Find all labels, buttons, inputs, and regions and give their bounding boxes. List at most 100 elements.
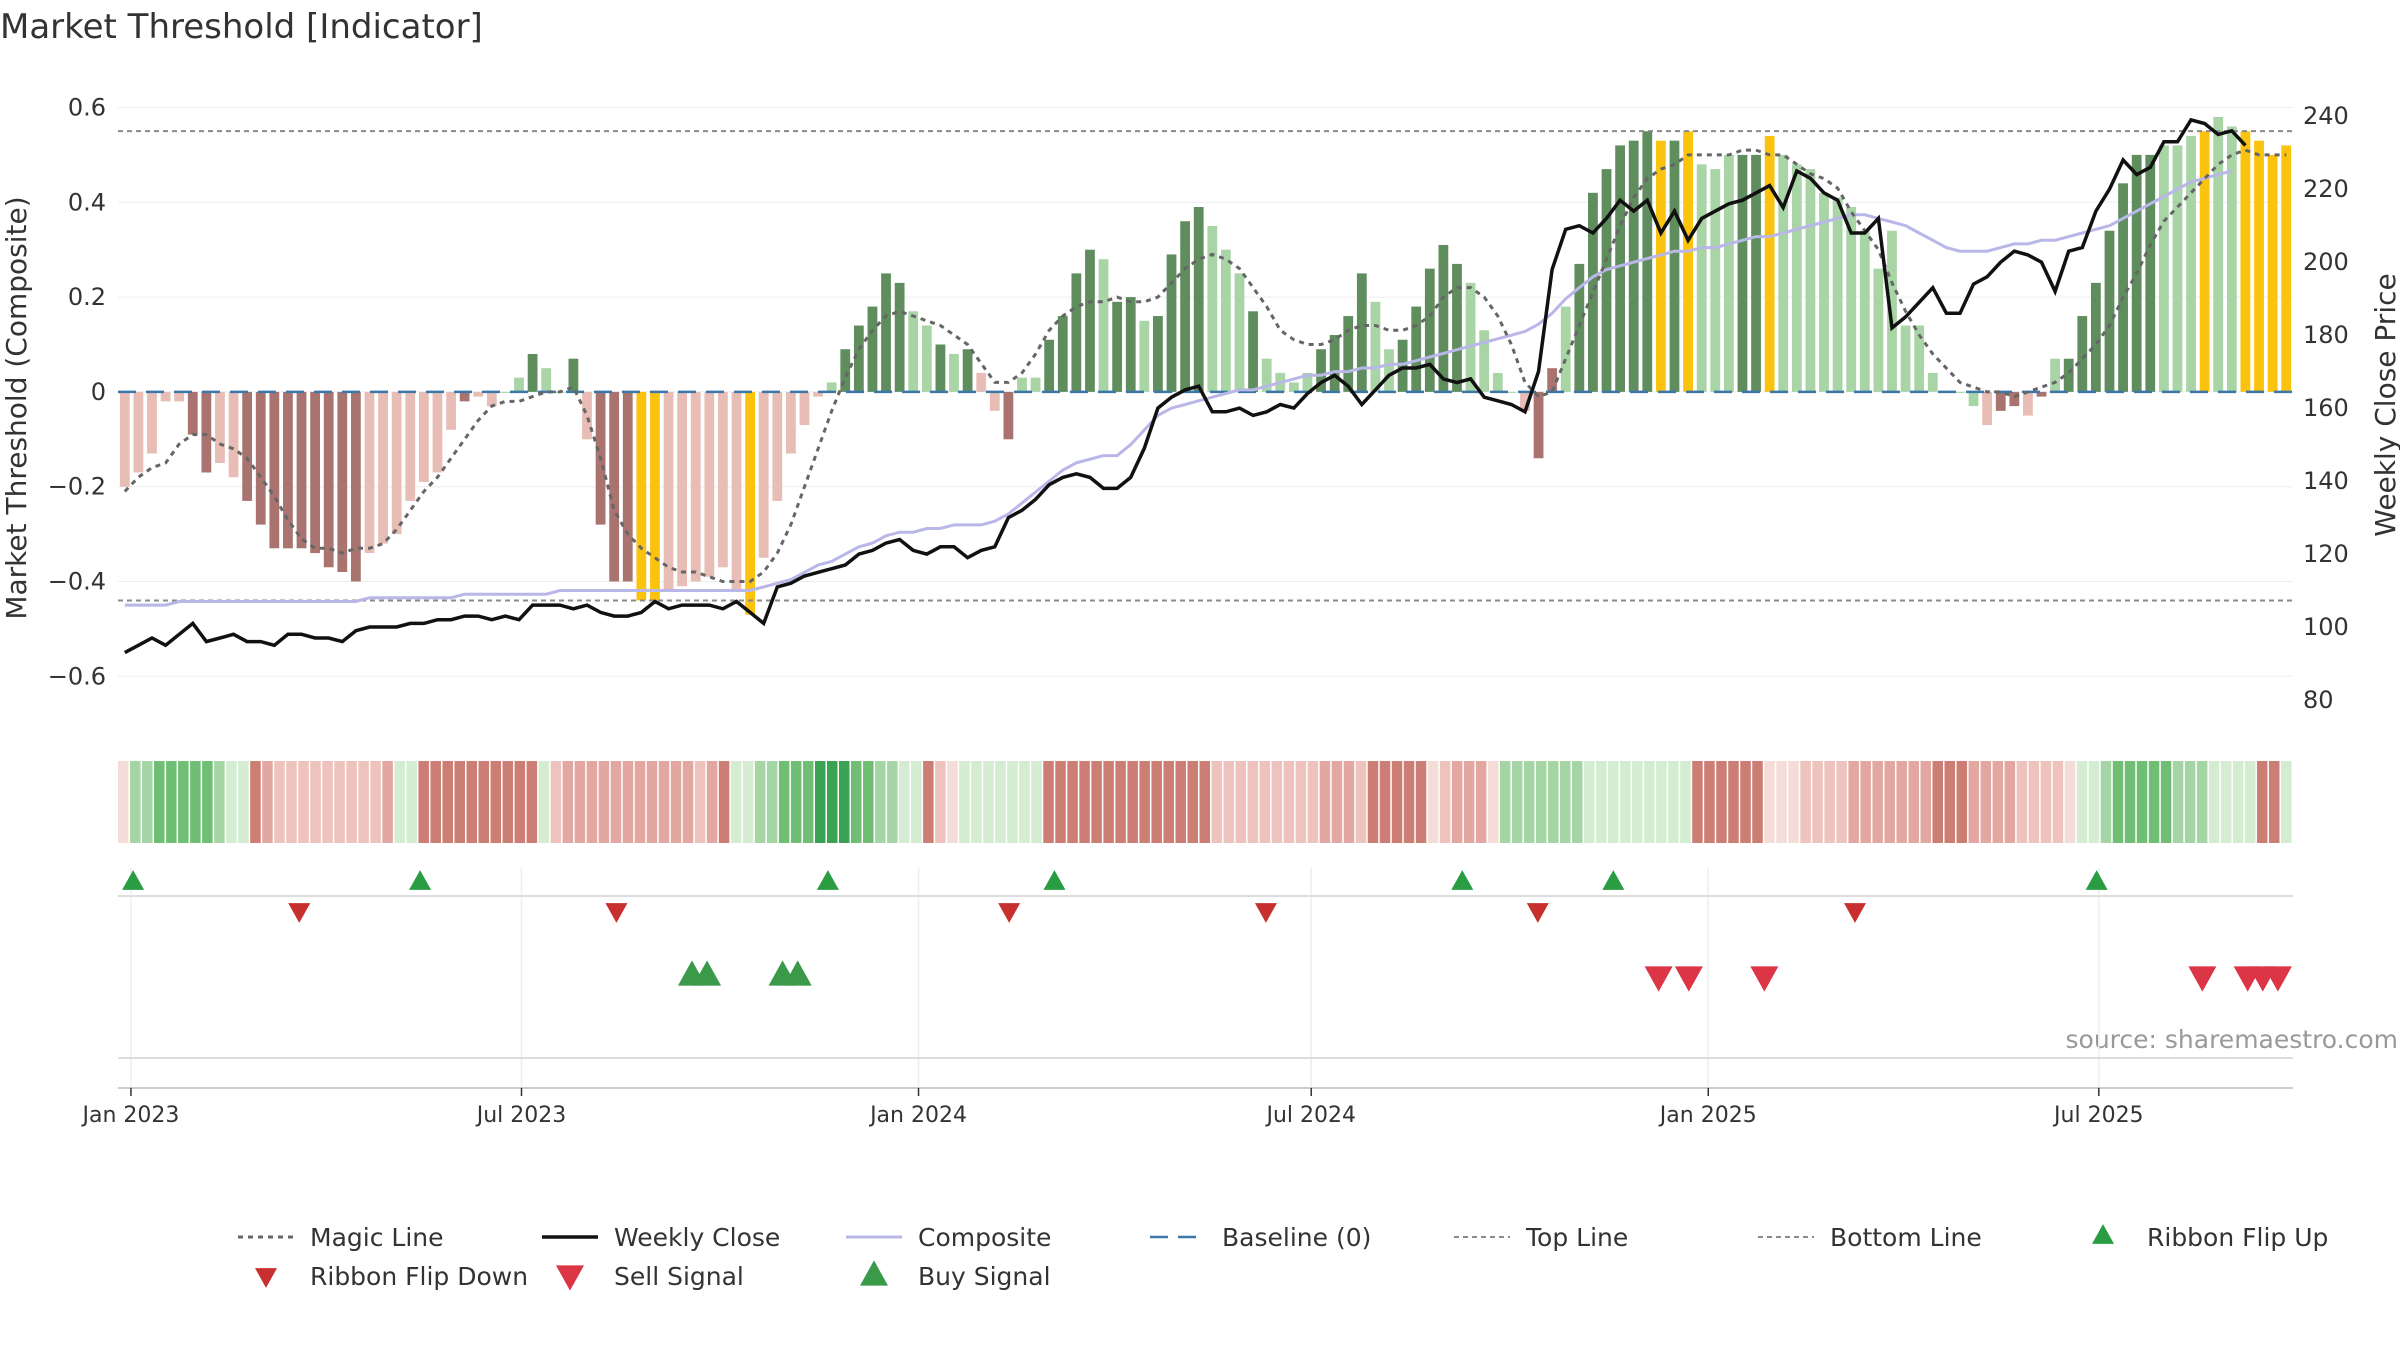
ribbon-cell — [971, 761, 982, 843]
composite-bar — [2240, 131, 2251, 392]
composite-bar — [1248, 311, 1258, 392]
composite-bar — [1438, 244, 1449, 392]
composite-bar — [1452, 263, 1462, 392]
composite-bar — [500, 391, 511, 393]
composite-bar — [1615, 145, 1626, 392]
y-left-tick-label: −0.2 — [48, 473, 106, 501]
ribbon-cell — [1247, 761, 1259, 843]
composite-bar — [704, 391, 715, 577]
ribbon-cell — [790, 761, 802, 843]
ribbon-cell — [1475, 761, 1487, 843]
composite-bar — [1696, 164, 1707, 392]
sell-signal-marker — [1644, 966, 1673, 992]
ribbon-cell — [1127, 761, 1138, 843]
ribbon-cell — [574, 761, 586, 843]
composite-bar — [949, 353, 959, 392]
composite-bar — [147, 391, 157, 454]
ribbon-cell — [550, 761, 562, 843]
composite-bar — [1778, 154, 1789, 392]
composite-bar — [1669, 140, 1680, 392]
composite-bar — [1520, 391, 1530, 411]
ribbon-cell — [478, 761, 490, 843]
ribbon-cell — [1199, 761, 1211, 843]
ribbon-cell — [1932, 761, 1944, 843]
composite-bar — [609, 391, 620, 582]
composite-bar — [1030, 377, 1041, 392]
composite-bar — [350, 391, 361, 582]
composite-bar — [283, 391, 293, 549]
ribbon-cell — [1920, 761, 1932, 843]
composite-bar — [690, 391, 701, 582]
composite-bar — [1832, 197, 1843, 392]
composite-bar — [1723, 154, 1734, 392]
ribbon-cell — [911, 761, 922, 843]
composite-bar — [1710, 169, 1721, 392]
composite-bar — [622, 391, 633, 582]
y-right-tick-label: 200 — [2303, 248, 2349, 276]
sell-signal-marker — [2263, 966, 2292, 992]
ribbon-cell — [766, 761, 778, 843]
buy-signal-marker — [783, 960, 812, 986]
ribbon-cell — [1836, 761, 1847, 843]
ribbon-cell — [490, 761, 502, 843]
legend-item-baseline: Baseline (0) — [1150, 1223, 1371, 1252]
composite-bar — [1683, 131, 1693, 392]
composite-bar — [1207, 225, 1218, 392]
ribbon-cell — [298, 761, 309, 843]
ribbon-cell — [130, 761, 141, 843]
ribbon-cell — [1499, 761, 1511, 843]
composite-bar — [1533, 391, 1544, 459]
ribbon-cell — [502, 761, 514, 843]
composite-bar — [745, 391, 756, 615]
ribbon-cell — [610, 761, 622, 843]
ribbon-cell — [538, 761, 550, 843]
ribbon-cell — [1319, 761, 1331, 843]
composite-bar — [2267, 154, 2278, 392]
composite-bar — [813, 391, 823, 397]
composite-bar — [1846, 207, 1857, 392]
ribbon-cell — [2124, 761, 2136, 843]
ribbon-cell — [646, 761, 658, 843]
ribbon-cell — [1992, 761, 2004, 843]
composite-bar — [2145, 154, 2156, 392]
legend-item-magic: Magic Line — [238, 1223, 444, 1252]
composite-bar — [1479, 330, 1490, 392]
ribbon-cell — [1848, 761, 1859, 843]
legend-item-bottom: Bottom Line — [1758, 1223, 1982, 1252]
composite-bar — [1153, 316, 1163, 392]
y-axis-left-label: Market Threshold (Composite) — [0, 196, 33, 619]
composite-bar — [935, 344, 946, 392]
composite-bar — [1384, 349, 1394, 392]
composite-bar — [1642, 131, 1653, 392]
ribbon-cell — [718, 761, 730, 843]
composite-bar — [1574, 263, 1585, 392]
composite-bar — [405, 391, 416, 501]
ribbon-cell — [334, 761, 345, 843]
composite-bar — [310, 391, 321, 554]
composite-bar — [1220, 249, 1231, 392]
ribbon-flip-up-marker — [1043, 870, 1066, 890]
composite-bar — [1329, 335, 1340, 392]
ribbon-cell — [406, 761, 417, 843]
composite-bar — [663, 391, 674, 591]
composite-bar — [582, 391, 592, 440]
ribbon-cell — [2148, 761, 2160, 843]
composite-bar — [1356, 273, 1367, 392]
ribbon-cell — [1055, 761, 1066, 843]
composite-bar — [1547, 368, 1558, 392]
ribbon-cell — [814, 761, 826, 843]
ribbon-cell — [430, 761, 441, 843]
ribbon-cell — [887, 761, 898, 843]
composite-bar — [2199, 131, 2210, 392]
legend-flip-up-swatch — [2092, 1224, 2114, 1244]
legend-label: Baseline (0) — [1222, 1223, 1371, 1252]
composite-bar — [1288, 382, 1299, 392]
composite-bar — [1955, 391, 1965, 393]
composite-bar — [2036, 391, 2047, 397]
ribbon-cell — [778, 761, 790, 843]
legend-flip-down-swatch — [255, 1268, 277, 1288]
composite-bar — [473, 391, 484, 397]
ribbon-cell — [1884, 761, 1895, 843]
composite-bar — [650, 391, 660, 601]
ribbon-cell — [923, 761, 934, 843]
